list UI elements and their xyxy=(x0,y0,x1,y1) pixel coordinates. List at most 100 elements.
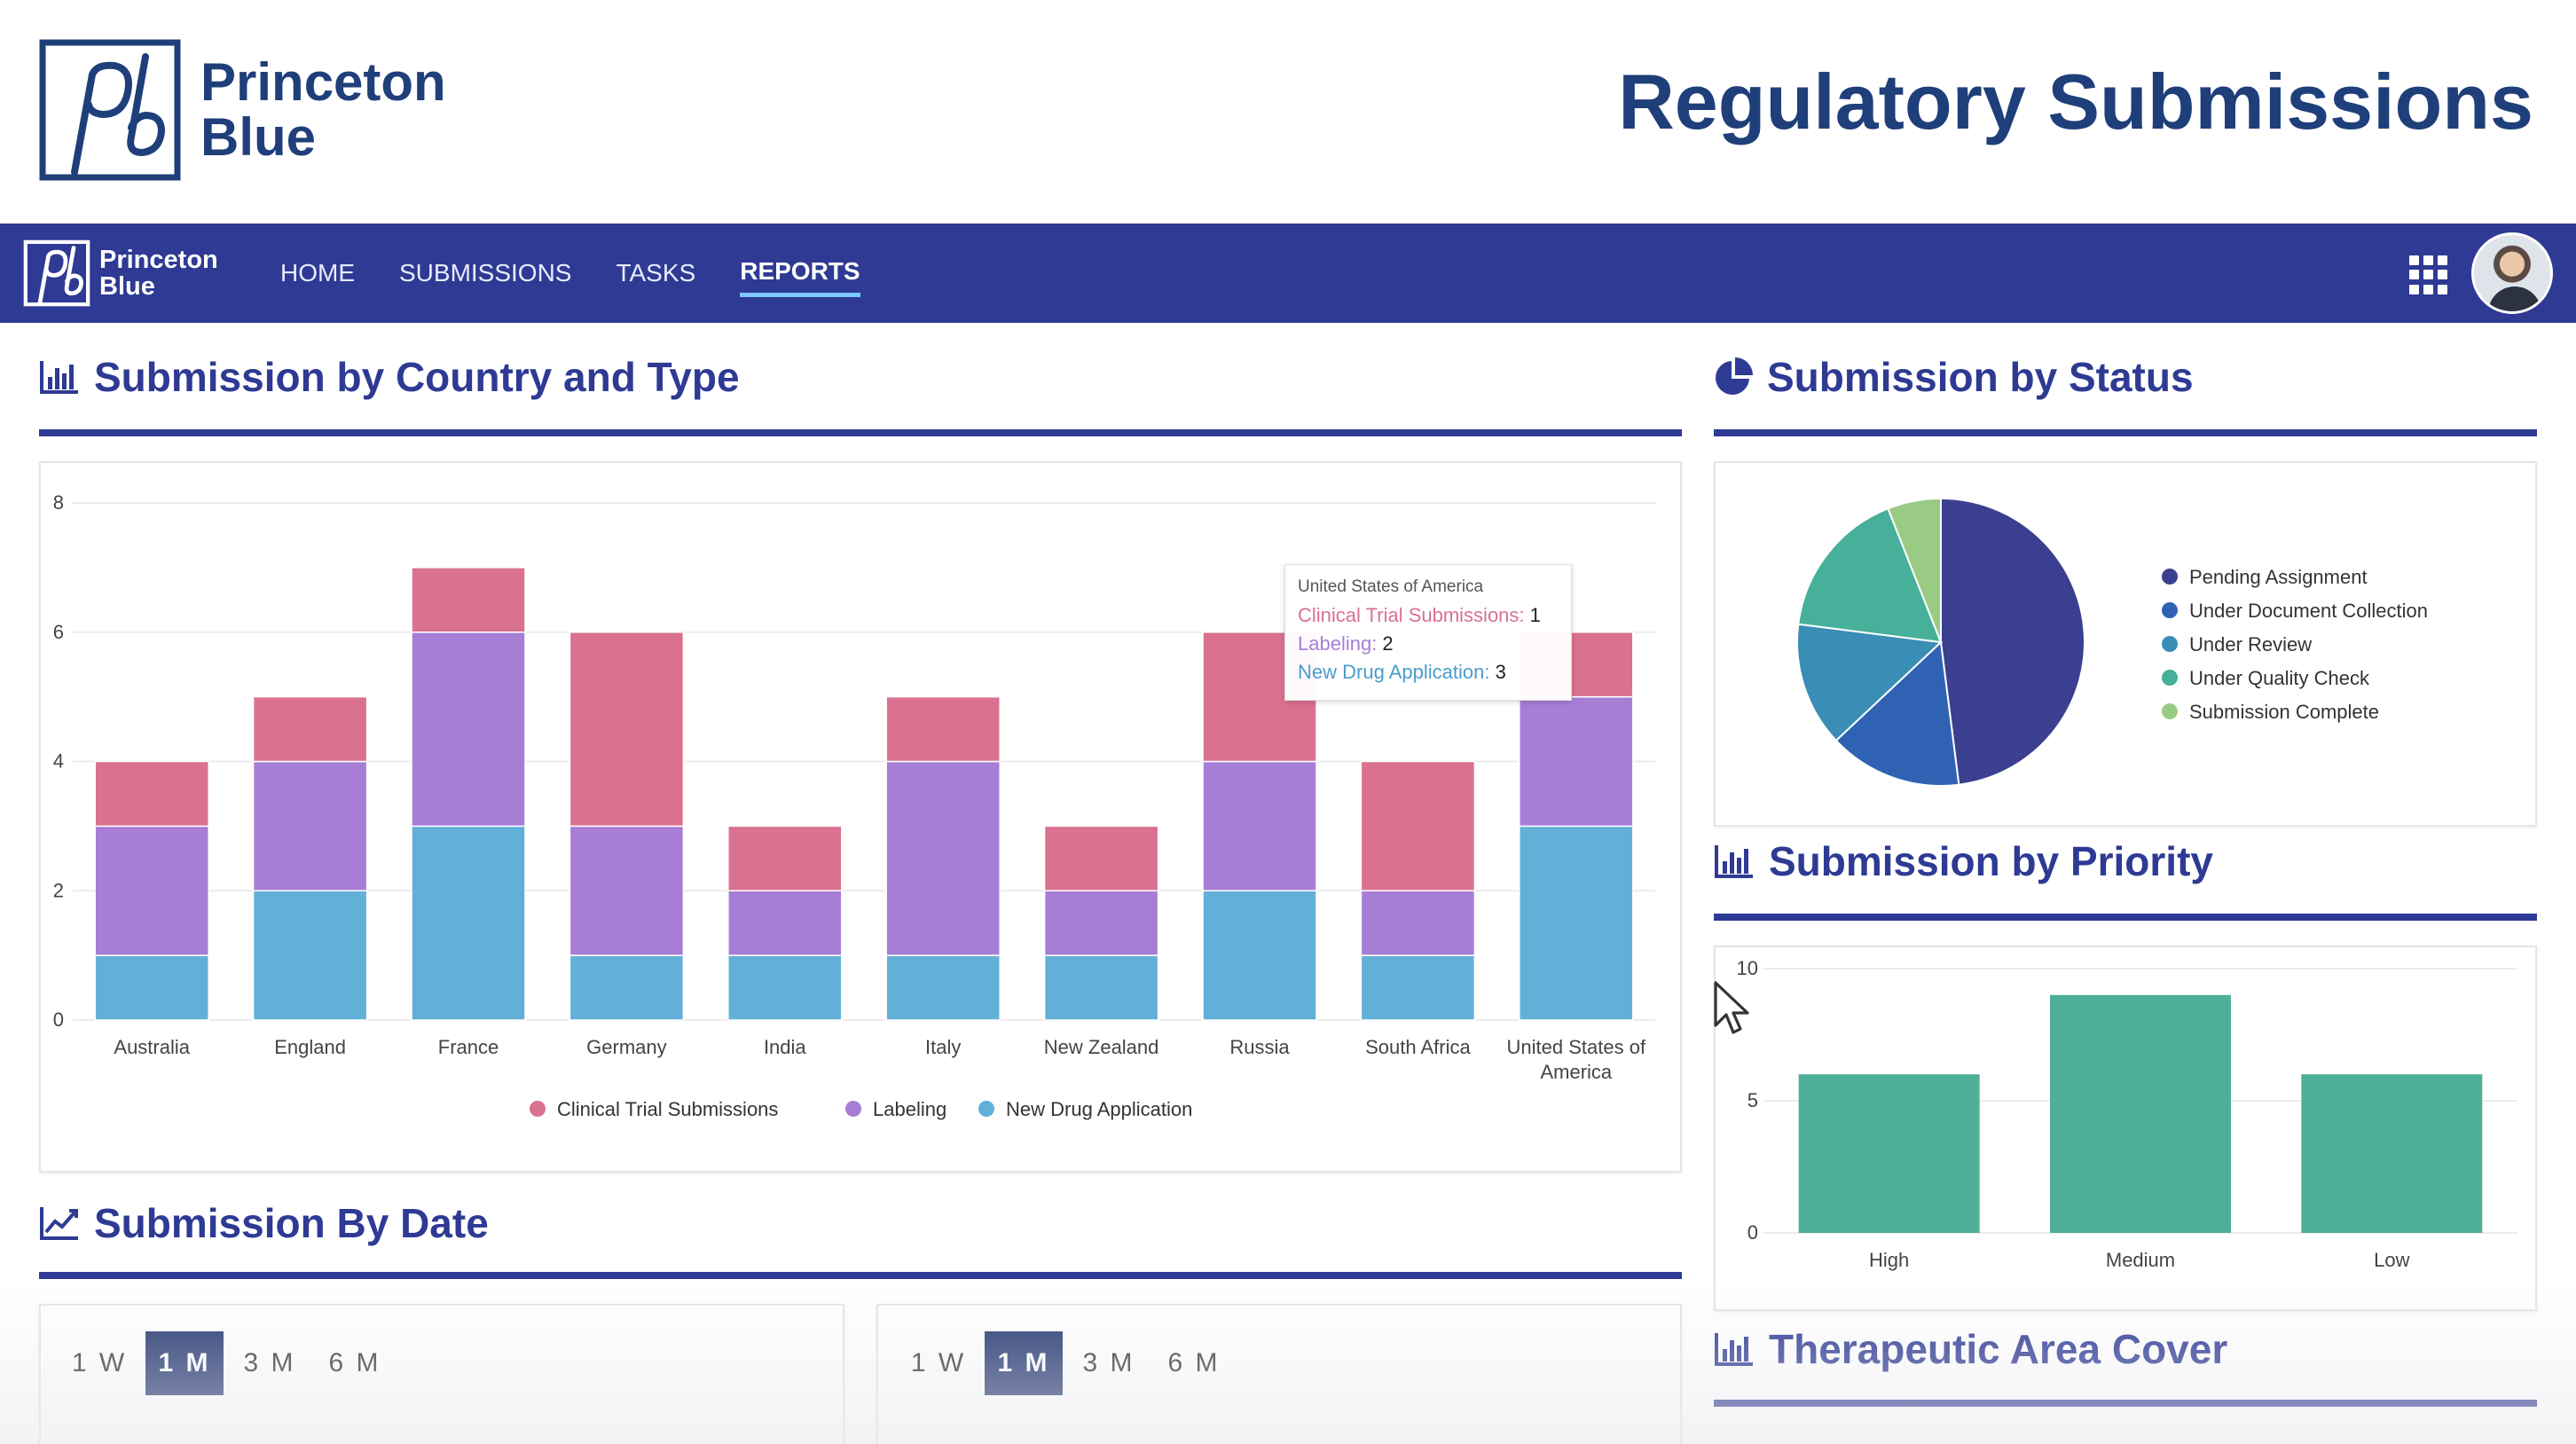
tooltip-nda-value: 3 xyxy=(1495,661,1506,683)
pie-slice-under-review xyxy=(1796,623,1944,742)
mouse-cursor-icon xyxy=(1714,981,1749,1034)
range-1m-button[interactable]: 1 M xyxy=(145,1331,224,1395)
tooltip-nda-label: New Drug Application xyxy=(1298,661,1485,683)
pie-slice-pending-assignment xyxy=(1940,497,2085,786)
y-tick-label: 4 xyxy=(53,750,64,773)
bar-chart-icon xyxy=(1715,1333,1753,1366)
legend-marker-new-drug-application xyxy=(978,1101,994,1117)
legend-label-submission-complete: Submission Complete xyxy=(2189,701,2379,723)
legend-marker-under-review xyxy=(2162,636,2178,652)
bar-clinical-trial-submissions-italy xyxy=(885,695,1001,763)
bar-labeling-france xyxy=(411,632,526,828)
x-tick-label: Low xyxy=(2374,1249,2409,1271)
legend-label-under-quality-check: Under Quality Check xyxy=(2189,667,2370,689)
bar-labeling-germany xyxy=(569,825,685,956)
bar-new-drug-application-england xyxy=(252,890,368,1021)
range-6m-button[interactable]: 6 M xyxy=(328,1348,381,1377)
range-1m-button[interactable]: 1 M xyxy=(985,1331,1063,1395)
brand-line1: Princeton xyxy=(200,52,446,112)
bar-clinical-trial-submissions-germany xyxy=(569,632,685,828)
y-tick-label: 6 xyxy=(53,621,64,643)
legend-marker-clinical-trial-submissions xyxy=(530,1101,546,1117)
country-type-chart: 0 2 4 6 8 Australia England France Germany India I… xyxy=(53,491,1655,1120)
bar-clinical-trial-submissions-australia xyxy=(94,760,209,828)
nav-brand[interactable]: Princeton Blue xyxy=(23,239,218,307)
country-type-title: Submission by Country and Type xyxy=(94,354,740,400)
x-tick-label: France xyxy=(438,1036,499,1058)
x-tick-label: England xyxy=(274,1036,346,1058)
legend-label-pending-assignment: Pending Assignment xyxy=(2189,566,2368,588)
nav-brand-line1: Princeton xyxy=(99,246,218,274)
legend-marker-labeling xyxy=(845,1101,861,1117)
status-card: Pending Assignment Under Document Collect… xyxy=(1714,461,2537,827)
tooltip-clinical-label: Clinical Trial Submissions xyxy=(1298,604,1520,626)
pie-slice-submission-complete xyxy=(1887,497,1942,643)
range-1w-button[interactable]: 1 W xyxy=(71,1348,128,1377)
range-3m-button[interactable]: 3 M xyxy=(243,1348,296,1377)
range-1w-button[interactable]: 1 W xyxy=(910,1348,967,1377)
bar-chart-icon xyxy=(40,361,78,394)
bar-clinical-trial-submissions-france xyxy=(411,567,526,633)
nav-home[interactable]: HOME xyxy=(280,259,355,286)
legend-marker-under-quality-check xyxy=(2162,670,2178,686)
status-title: Submission by Status xyxy=(1767,354,2194,400)
page-title: Regulatory Submissions xyxy=(1618,58,2533,145)
chart-tooltip: United States of America Clinical Trial … xyxy=(1284,564,1572,701)
user-avatar[interactable] xyxy=(2471,232,2553,314)
range-3m-button[interactable]: 3 M xyxy=(1082,1348,1135,1377)
bar-new-drug-application-russia xyxy=(1202,890,1317,1021)
bar-new-drug-application-india xyxy=(727,954,843,1021)
bar-labeling-russia xyxy=(1202,760,1317,891)
legend-label-under-document-collection: Under Document Collection xyxy=(2189,600,2428,622)
bar-priority-medium xyxy=(2050,994,2231,1233)
x-tick-label: Germany xyxy=(586,1036,666,1058)
nav-submissions[interactable]: SUBMISSIONS xyxy=(399,259,572,286)
bar-priority-high xyxy=(1798,1074,1980,1233)
line-chart-icon xyxy=(40,1207,78,1240)
app-grid-icon[interactable] xyxy=(2409,255,2448,294)
x-tick-label: Australia xyxy=(114,1036,190,1058)
bar-new-drug-application-new-zealand xyxy=(1043,954,1159,1021)
pb-logo-icon xyxy=(23,239,90,307)
country-type-card: 0 2 4 6 8 Australia England France Germany India I… xyxy=(39,461,1682,1173)
range-6m-button[interactable]: 6 M xyxy=(1167,1348,1221,1377)
section-rule xyxy=(39,1272,1682,1279)
bar-labeling-australia xyxy=(94,825,209,956)
section-rule xyxy=(1714,914,2537,921)
bar-new-drug-application-france xyxy=(411,825,526,1021)
bar-labeling-united-states-of-america xyxy=(1519,695,1634,828)
y-tick-label: 0 xyxy=(53,1008,64,1031)
bar-chart-icon xyxy=(1715,845,1753,878)
pb-logo-icon xyxy=(39,39,181,181)
range-selector-right: 1 W 1 M 3 M 6 M xyxy=(899,1306,1240,1421)
status-heading: Submission by Status xyxy=(1714,353,2194,401)
tooltip-labeling-value: 2 xyxy=(1382,632,1394,655)
top-navbar: Princeton Blue HOME SUBMISSIONS TASKS RE… xyxy=(0,224,2576,323)
tooltip-row-clinical: Clinical Trial Submissions: 1 xyxy=(1298,604,1541,626)
nav-tasks[interactable]: TASKS xyxy=(616,259,696,286)
nav-reports[interactable]: REPORTS xyxy=(740,250,860,297)
bar-labeling-england xyxy=(252,760,368,891)
tooltip-row-nda: New Drug Application: 3 xyxy=(1298,661,1506,683)
bar-clinical-trial-submissions-south-africa xyxy=(1360,760,1476,891)
bar-new-drug-application-united-states-of-america xyxy=(1519,825,1634,1021)
brand-logo[interactable]: Princeton Blue xyxy=(39,39,446,181)
tooltip-labeling-label: Labeling xyxy=(1298,632,1372,655)
range-selector-left: 1 W 1 M 3 M 6 M xyxy=(60,1306,401,1421)
nav-brand-name: Princeton Blue xyxy=(99,247,218,300)
bar-new-drug-application-south-africa xyxy=(1360,954,1476,1021)
y-tick-label: 10 xyxy=(1737,957,1758,979)
legend-marker-submission-complete xyxy=(2162,703,2178,719)
bar-new-drug-application-italy xyxy=(885,954,1001,1021)
legend-label-labeling: Labeling xyxy=(873,1098,946,1120)
therapeutic-heading: Therapeutic Area Cover xyxy=(1714,1325,2227,1373)
pie-chart-icon xyxy=(1716,357,1753,395)
priority-bar-chart: 0 5 10 High Medium Low xyxy=(1737,957,2517,1271)
bar-labeling-south-africa xyxy=(1360,890,1476,956)
y-tick-label: 0 xyxy=(1747,1221,1758,1244)
brand-name: Princeton Blue xyxy=(200,55,446,165)
bar-labeling-italy xyxy=(885,760,1001,956)
date-heading: Submission By Date xyxy=(39,1199,489,1247)
bar-new-drug-application-australia xyxy=(94,954,209,1021)
